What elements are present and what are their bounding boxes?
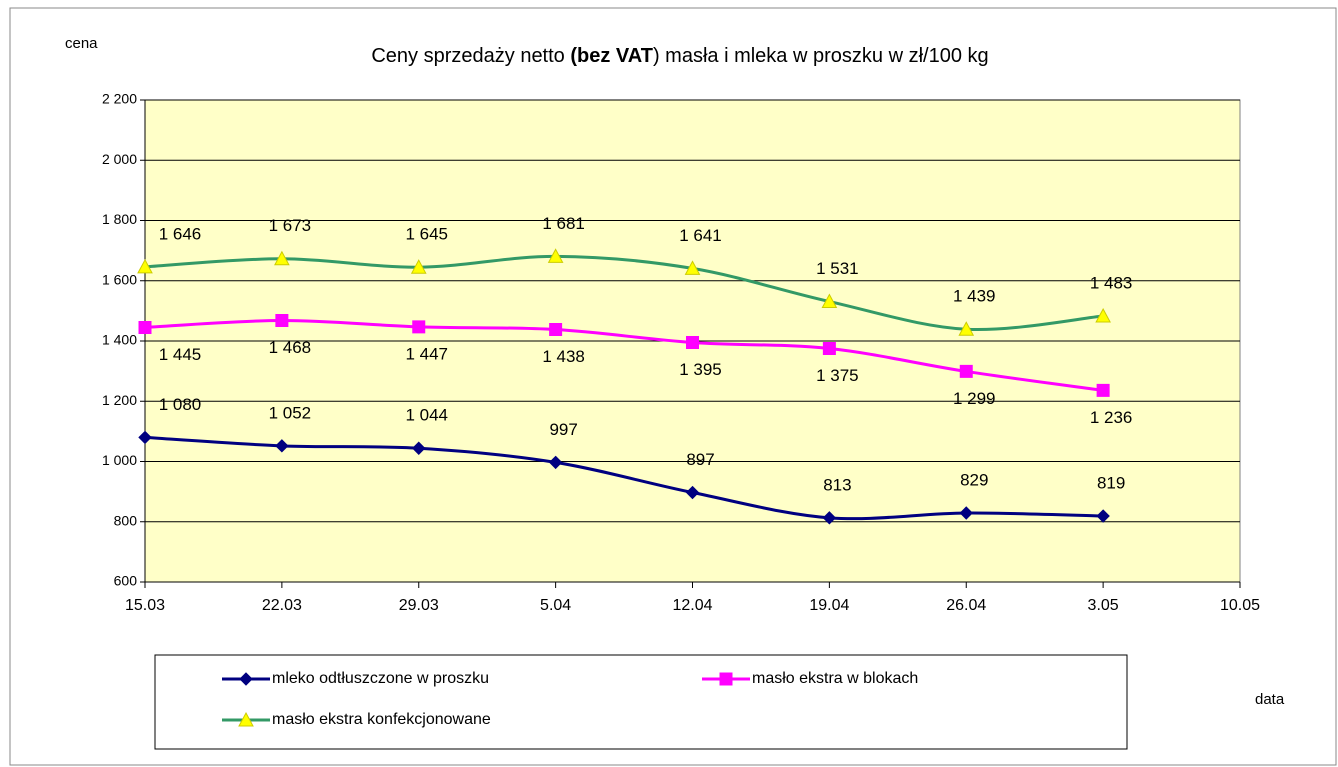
marker <box>1095 307 1111 323</box>
data-label: 1 080 <box>159 395 202 414</box>
x-tick-label: 12.04 <box>672 597 712 614</box>
y-axis-label: cena <box>65 35 98 52</box>
data-label: 1 299 <box>953 389 996 408</box>
x-tick-label: 5.04 <box>540 597 571 614</box>
x-tick-label: 22.03 <box>262 597 302 614</box>
y-tick-label: 2 200 <box>102 91 137 107</box>
legend-label: masło ekstra w blokach <box>752 670 918 687</box>
data-label: 819 <box>1097 474 1125 493</box>
marker <box>684 260 701 275</box>
data-label: 813 <box>823 475 851 494</box>
data-label: 1 438 <box>542 347 585 366</box>
marker <box>238 711 254 727</box>
title-part: ) masła i mleka w proszku w zł/100 kg <box>653 45 989 67</box>
y-tick-label: 1 000 <box>102 452 137 468</box>
marker <box>239 672 253 686</box>
data-label: 1 375 <box>816 366 859 385</box>
data-label: 897 <box>686 450 714 469</box>
marker <box>548 455 563 470</box>
marker <box>138 320 152 334</box>
data-label: 1 641 <box>679 226 722 245</box>
marker <box>686 336 699 350</box>
marker <box>275 314 289 328</box>
data-label: 1 445 <box>159 345 202 364</box>
series-line <box>144 319 1104 392</box>
x-axis-label: data <box>1255 691 1285 708</box>
marker <box>412 441 426 455</box>
marker <box>137 258 153 274</box>
data-label: 1 673 <box>269 216 312 235</box>
x-tick-label: 3.05 <box>1088 597 1119 614</box>
series-line <box>144 254 1104 332</box>
data-label: 1 395 <box>679 360 722 379</box>
x-tick-label: 10.05 <box>1220 597 1260 614</box>
chart-title: Ceny sprzedaży netto (bez VAT) masła i m… <box>371 45 988 67</box>
marker <box>410 259 427 274</box>
data-label: 1 447 <box>405 344 448 363</box>
marker <box>719 672 733 686</box>
marker <box>275 439 289 453</box>
y-tick-label: 1 800 <box>102 211 137 227</box>
marker <box>1096 383 1110 397</box>
marker <box>822 511 837 525</box>
data-label: 1 468 <box>269 338 312 357</box>
data-label: 829 <box>960 470 988 489</box>
title-part: (bez VAT <box>570 45 653 67</box>
marker <box>821 293 838 309</box>
data-label: 997 <box>549 420 577 439</box>
marker <box>685 485 700 500</box>
marker <box>549 323 563 337</box>
marker <box>959 364 973 378</box>
data-label: 1 645 <box>405 225 448 244</box>
marker <box>959 506 973 520</box>
data-label: 1 646 <box>159 224 202 243</box>
marker <box>274 250 290 266</box>
y-tick-label: 800 <box>114 512 138 528</box>
marker <box>547 248 564 263</box>
data-label: 1 044 <box>405 406 448 425</box>
data-label: 1 531 <box>816 259 859 278</box>
marker <box>822 342 836 356</box>
y-tick-label: 1 400 <box>102 332 137 348</box>
legend-box <box>154 654 1128 750</box>
data-label: 1 483 <box>1090 273 1133 292</box>
data-label: 1 052 <box>269 403 312 422</box>
y-tick-label: 1 200 <box>102 392 137 408</box>
marker <box>138 430 152 445</box>
title-part: Ceny sprzedaży netto <box>371 45 570 67</box>
legend-label: mleko odtłuszczone w proszku <box>272 670 489 687</box>
x-tick-label: 15.03 <box>125 597 165 614</box>
x-tick-label: 26.04 <box>946 597 986 614</box>
y-tick-label: 2 000 <box>102 151 137 167</box>
data-label: 1 681 <box>542 214 585 233</box>
x-tick-label: 19.04 <box>809 597 849 614</box>
data-label: 1 236 <box>1090 408 1133 427</box>
marker <box>958 321 975 336</box>
series-line <box>144 435 1104 521</box>
legend-label: masło ekstra konfekcjonowane <box>272 711 491 728</box>
marker <box>1096 509 1110 523</box>
y-tick-label: 600 <box>114 573 138 589</box>
marker <box>412 320 426 334</box>
y-tick-label: 1 600 <box>102 271 137 287</box>
data-label: 1 439 <box>953 287 996 306</box>
x-tick-label: 29.03 <box>399 597 439 614</box>
